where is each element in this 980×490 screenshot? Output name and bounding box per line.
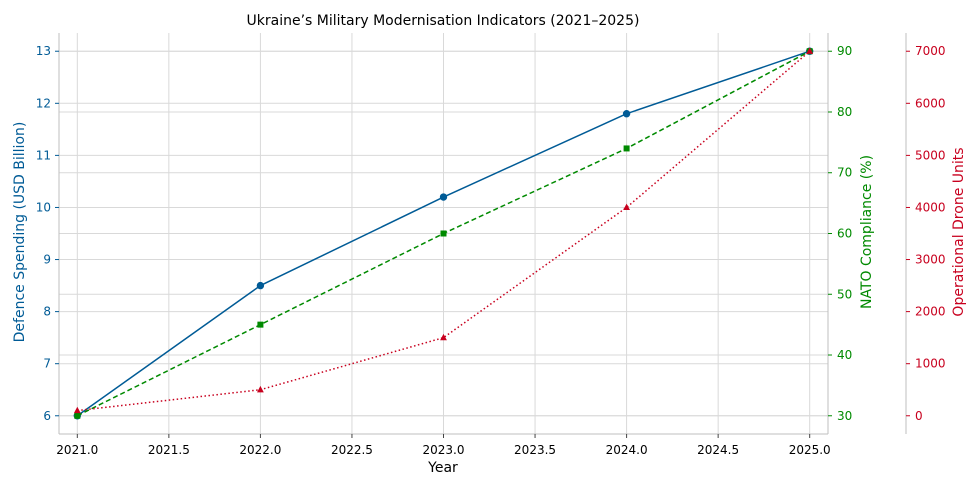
right-offset-tick-label: 2000	[915, 305, 946, 319]
right-tick-label: 30	[837, 409, 852, 423]
right-tick-label: 90	[837, 44, 852, 58]
x-tick-label: 2021.0	[56, 443, 98, 457]
x-axis-label: Year	[427, 460, 458, 476]
series-point-3	[623, 203, 630, 211]
left-tick-label: 11	[36, 148, 51, 162]
right-tick-label: 50	[837, 287, 852, 301]
right-axis-label: NATO Compliance (%)	[859, 155, 875, 309]
right-offset-axis-label: Operational Drone Units	[951, 147, 967, 316]
x-tick-label: 2022.5	[331, 443, 373, 457]
right-offset-tick-label: 5000	[915, 148, 946, 162]
grid	[59, 33, 828, 434]
x-tick-label: 2022.0	[239, 443, 281, 457]
series-point-3	[440, 333, 447, 341]
x-tick-label: 2025.0	[789, 443, 831, 457]
right-tick-label: 60	[837, 227, 852, 241]
right-tick-label: 70	[837, 166, 852, 180]
series-point-3	[73, 406, 81, 414]
series-point-3	[806, 47, 814, 54]
x-tick-label: 2024.5	[697, 443, 739, 457]
x-tick-label: 2023.5	[514, 443, 556, 457]
left-axis-label: Defence Spending (USD Billion)	[12, 122, 28, 343]
left-tick-label: 8	[43, 305, 51, 319]
series-point-1	[622, 110, 631, 118]
right-offset-tick-label: 6000	[915, 96, 946, 110]
right-offset-tick-label: 7000	[915, 44, 946, 58]
x-tick-label: 2021.5	[148, 443, 190, 457]
x-tick-label: 2023.0	[423, 443, 465, 457]
right-tick-label: 40	[837, 348, 852, 362]
x-tick-label: 2024.0	[606, 443, 648, 457]
series-point-2	[440, 230, 447, 237]
left-tick-label: 6	[43, 409, 51, 423]
right-offset-tick-label: 0	[915, 409, 923, 423]
series-point-1	[439, 193, 448, 201]
series-point-2	[74, 412, 81, 419]
right-offset-tick-label: 4000	[915, 200, 946, 214]
series-point-1	[256, 281, 265, 290]
left-tick-label: 10	[36, 200, 51, 214]
right-tick-label: 80	[837, 105, 852, 119]
axes: 2021.0 2021.5 2022.0 2022.5 2023.0 2023.5 2024…	[36, 33, 946, 457]
left-tick-label: 7	[43, 357, 51, 371]
left-tick-label: 9	[43, 253, 51, 267]
left-tick-label: 12	[36, 96, 51, 110]
series-group	[73, 47, 814, 420]
series-point-2	[257, 321, 264, 328]
left-tick-label: 13	[36, 44, 51, 58]
chart-title: Ukraine’s Military Modernisation Indicat…	[247, 13, 640, 29]
right-offset-tick-label: 3000	[915, 253, 946, 267]
right-offset-tick-label: 1000	[915, 357, 946, 371]
series-point-3	[257, 385, 264, 393]
series-point-2	[623, 145, 630, 152]
